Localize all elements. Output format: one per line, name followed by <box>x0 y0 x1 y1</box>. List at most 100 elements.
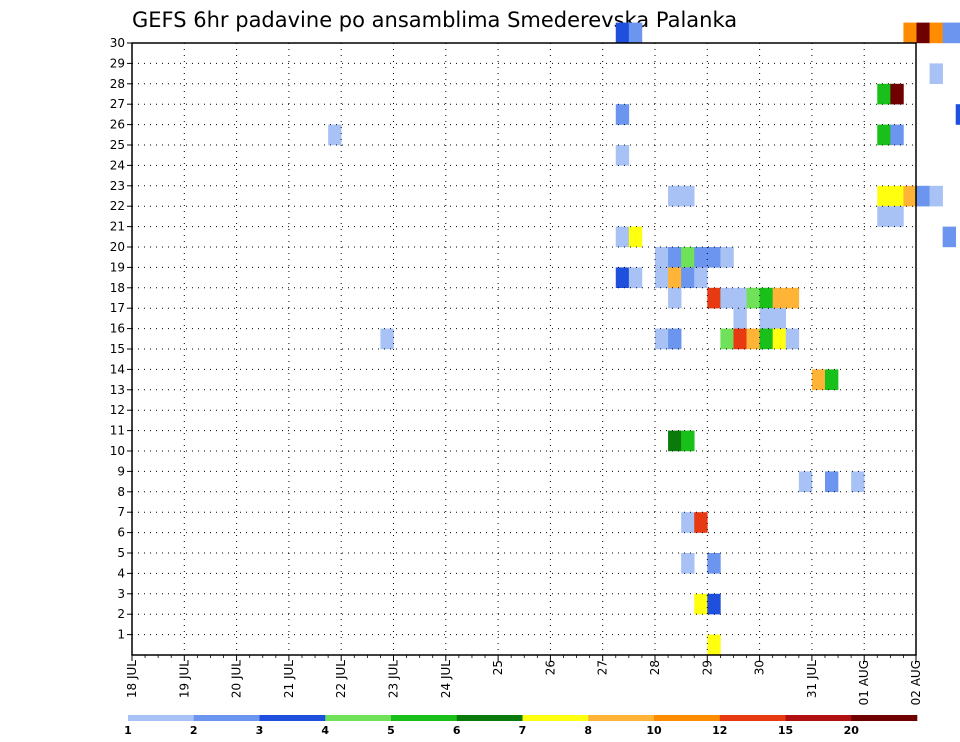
x-tick-label: 27 <box>596 660 610 675</box>
precip-cell <box>615 267 630 288</box>
legend-label: 5 <box>387 724 395 737</box>
x-tick-label: 01 AUG <box>857 660 871 705</box>
precip-cell <box>824 471 839 492</box>
precip-cell <box>798 471 813 492</box>
precip-cell <box>851 471 865 492</box>
y-tick-label: 23 <box>110 179 125 193</box>
precip-cell <box>655 247 669 268</box>
y-tick-label: 30 <box>110 36 125 50</box>
y-tick-label: 26 <box>110 118 125 132</box>
grid <box>132 43 916 655</box>
y-tick-label: 3 <box>117 587 125 601</box>
precip-cell <box>733 308 747 329</box>
legend-swatch <box>719 715 786 721</box>
color-legend: 1 2 3 4 5 6 7 8 10 12 15 20 <box>124 715 918 737</box>
precip-cell <box>772 287 787 309</box>
legend-label: 3 <box>256 724 264 737</box>
y-tick-label: 6 <box>117 526 125 540</box>
legend-swatch <box>325 715 392 721</box>
precip-cell <box>746 287 760 309</box>
legend-swatch <box>785 715 852 721</box>
precip-cell <box>877 206 891 227</box>
y-tick-label: 5 <box>117 546 125 560</box>
precip-cell <box>955 104 960 125</box>
x-axis: 18 JUL 19 JUL 20 JUL 21 JUL 22 JUL 23 JUL 24 J… <box>125 655 923 705</box>
legend-label: 2 <box>190 724 198 737</box>
y-tick-label: 15 <box>110 342 125 356</box>
x-tick-label: 22 JUL <box>334 660 348 698</box>
precip-cell <box>615 145 630 166</box>
legend-label: 20 <box>844 724 860 737</box>
precip-cell <box>681 247 695 268</box>
precip-cells <box>328 22 960 656</box>
precip-cell <box>824 369 839 390</box>
legend-swatch <box>128 715 195 721</box>
y-tick-label: 17 <box>110 301 125 315</box>
precip-cell <box>707 287 721 309</box>
y-axis: 1234567891011121314151617181920212223242… <box>110 36 132 642</box>
legend-label: 8 <box>584 724 592 737</box>
precip-cell <box>890 206 904 227</box>
y-tick-label: 14 <box>110 362 125 376</box>
precip-cell <box>694 593 708 615</box>
precip-cell <box>877 185 891 207</box>
precip-cell <box>707 247 721 268</box>
precip-cell <box>707 634 721 656</box>
precip-cell <box>694 267 708 288</box>
precip-cell <box>668 267 682 288</box>
precip-cell <box>694 247 708 268</box>
precip-cell <box>681 185 695 207</box>
precip-cell <box>942 22 957 44</box>
precip-cell <box>890 124 904 146</box>
legend-swatch <box>456 715 523 721</box>
x-tick-label: 19 JUL <box>177 660 191 698</box>
precip-cell <box>707 593 721 615</box>
y-tick-label: 2 <box>117 607 125 621</box>
x-tick-label: 21 JUL <box>282 660 296 698</box>
legend-swatch <box>391 715 458 721</box>
precip-cell <box>811 369 826 390</box>
precip-cell <box>890 185 904 207</box>
y-tick-label: 12 <box>110 403 125 417</box>
precip-cell <box>668 247 682 268</box>
precip-cell <box>668 430 682 452</box>
x-tick-label: 29 <box>700 660 714 675</box>
precip-cell <box>694 512 708 533</box>
precip-cell <box>615 104 630 125</box>
x-tick-label: 23 JUL <box>387 660 401 698</box>
y-tick-label: 11 <box>110 424 125 438</box>
plot-frame <box>131 42 917 656</box>
precip-cell <box>759 308 773 329</box>
x-tick-label: 25 <box>491 660 505 675</box>
legend-label: 4 <box>321 724 329 737</box>
precip-cell <box>942 226 957 248</box>
y-tick-label: 21 <box>110 220 125 234</box>
precip-cell <box>720 287 734 309</box>
precip-cell <box>916 185 930 207</box>
precip-cell <box>655 267 669 288</box>
precip-cell <box>916 22 930 44</box>
precip-cell <box>877 83 891 105</box>
precip-cell <box>328 124 342 146</box>
precip-cell <box>655 328 669 350</box>
precip-cell <box>759 287 773 309</box>
precip-cell <box>785 328 800 350</box>
legend-label: 15 <box>778 724 793 737</box>
precip-cell <box>929 22 943 44</box>
y-tick-label: 16 <box>110 322 125 336</box>
x-tick-label: 28 <box>648 660 662 675</box>
precip-cell <box>628 226 643 248</box>
chart-title: GEFS 6hr padavine po ansamblima Smederev… <box>132 8 737 32</box>
y-tick-label: 27 <box>110 97 125 111</box>
precip-cell <box>668 287 682 309</box>
legend-label: 10 <box>646 724 662 737</box>
precip-cell <box>903 22 917 44</box>
legend-label: 1 <box>124 724 132 737</box>
precip-cell <box>615 22 630 44</box>
precip-cell <box>759 328 773 350</box>
x-tick-label: 02 AUG <box>909 660 923 705</box>
y-tick-label: 8 <box>117 485 125 499</box>
x-tick-label: 18 JUL <box>125 660 139 698</box>
x-tick-label: 31 JUL <box>805 660 819 698</box>
